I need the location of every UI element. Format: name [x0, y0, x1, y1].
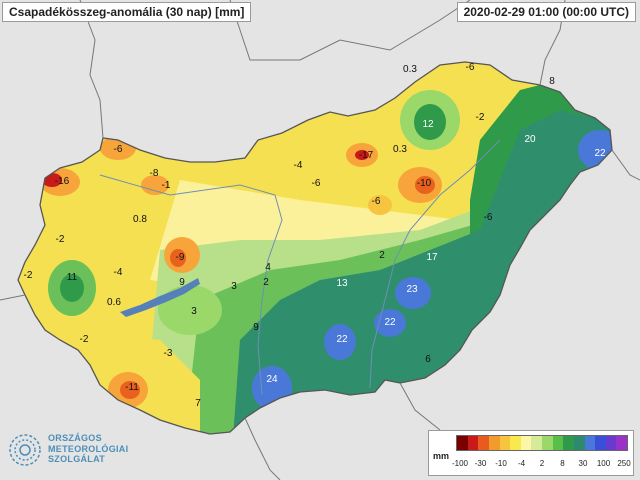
- value-label: 3: [231, 281, 237, 292]
- value-label: 13: [336, 278, 348, 289]
- legend-swatch: [616, 436, 627, 450]
- tisza-river: [369, 139, 501, 389]
- country-border: [399, 382, 441, 431]
- omsz-logo: ORSZÁGOS METEOROLÓGIAI SZOLGÁLAT: [8, 430, 148, 474]
- value-label: 22: [384, 317, 396, 328]
- value-label: -2: [24, 270, 33, 281]
- value-label: -6: [114, 144, 123, 155]
- value-label: 12: [422, 119, 434, 130]
- value-label: 22: [336, 334, 348, 345]
- legend-swatch: [563, 436, 574, 450]
- value-label: 11: [67, 272, 78, 283]
- value-label: 4: [265, 262, 271, 273]
- value-label: -16: [55, 176, 70, 187]
- value-label: -8: [150, 168, 159, 179]
- country-border: [244, 417, 281, 480]
- value-label: 23: [406, 284, 418, 295]
- value-label: 24: [266, 374, 278, 385]
- value-label: 17: [426, 252, 438, 263]
- value-label: 0.3: [403, 64, 417, 75]
- value-label: 8: [549, 76, 555, 87]
- value-label: -11: [125, 382, 139, 393]
- value-label: -1: [162, 180, 171, 191]
- country-border: [0, 294, 26, 301]
- value-label: -2: [56, 234, 65, 245]
- value-label: -2: [80, 334, 89, 345]
- color-legend: mm -100 -30 -10 -4 2 8 30 100 250: [428, 430, 634, 476]
- value-label: 3: [191, 306, 197, 317]
- legend-swatch: [499, 436, 511, 450]
- legend-swatch: [584, 436, 596, 450]
- logo-line2: METEOROLÓGIAI: [48, 443, 129, 454]
- legend-ticks: -100 -30 -10 -4 2 8 30 100 250: [452, 459, 631, 471]
- legend-tick-label: -4: [517, 459, 526, 468]
- legend-swatch: [488, 436, 500, 450]
- legend-swatch: [542, 436, 553, 450]
- legend-swatch: [467, 436, 479, 450]
- value-label: -6: [312, 178, 321, 189]
- value-label: -4: [294, 160, 303, 171]
- legend-swatch: [478, 436, 489, 450]
- value-label: -10: [417, 178, 432, 189]
- value-label: -2: [476, 112, 485, 123]
- value-label: -6: [372, 196, 381, 207]
- legend-swatch: [457, 436, 468, 450]
- value-label: -6: [484, 212, 493, 223]
- value-label: -9: [176, 252, 185, 263]
- legend-swatch: [595, 436, 606, 450]
- logo-line3: SZOLGÁLAT: [48, 454, 106, 464]
- value-label: 2: [263, 277, 269, 288]
- logo-line1: ORSZÁGOS: [48, 433, 102, 443]
- value-label: 6: [425, 354, 431, 365]
- value-label: -17: [359, 150, 374, 161]
- danube-river: [99, 174, 283, 396]
- legend-tick-label: 2: [539, 459, 545, 468]
- country-border: [229, 0, 471, 61]
- legend-tick-label: -100: [451, 459, 469, 468]
- legend-swatch: [510, 436, 521, 450]
- value-label: 0.8: [133, 214, 147, 225]
- value-label: -4: [114, 267, 123, 278]
- legend-color-bar: [456, 435, 628, 451]
- legend-swatch: [573, 436, 585, 450]
- value-label: 0.3: [393, 144, 407, 155]
- value-label: 20: [524, 134, 536, 145]
- legend-tick-label: 100: [596, 459, 611, 468]
- lake-balaton: [120, 278, 200, 317]
- value-label: 7: [195, 398, 201, 409]
- value-label: -3: [164, 348, 173, 359]
- legend-unit: mm: [433, 451, 450, 461]
- country-border: [79, 0, 104, 139]
- omsz-logo-icon: [9, 434, 41, 466]
- legend-swatch: [552, 436, 564, 450]
- map-timestamp: 2020-02-29 01:00 (00:00 UTC): [456, 2, 636, 22]
- legend-swatch: [605, 436, 617, 450]
- legend-tick-label: -10: [495, 459, 507, 468]
- value-label: 2: [379, 250, 385, 261]
- legend-tick-label: 30: [578, 459, 588, 468]
- legend-tick-label: -30: [474, 459, 487, 468]
- value-label: 9: [253, 322, 259, 333]
- country-border: [611, 149, 640, 181]
- value-label: 9: [179, 277, 185, 288]
- legend-tick-label: 250: [617, 459, 631, 468]
- value-label: -6: [466, 62, 475, 73]
- legend-tick-label: 8: [560, 459, 565, 468]
- value-label: 0.6: [107, 297, 121, 308]
- value-label: 22: [594, 148, 606, 159]
- legend-swatch: [531, 436, 542, 450]
- map-title: Csapadékösszeg-anomália (30 nap) [mm]: [2, 2, 252, 22]
- legend-swatch: [520, 436, 532, 450]
